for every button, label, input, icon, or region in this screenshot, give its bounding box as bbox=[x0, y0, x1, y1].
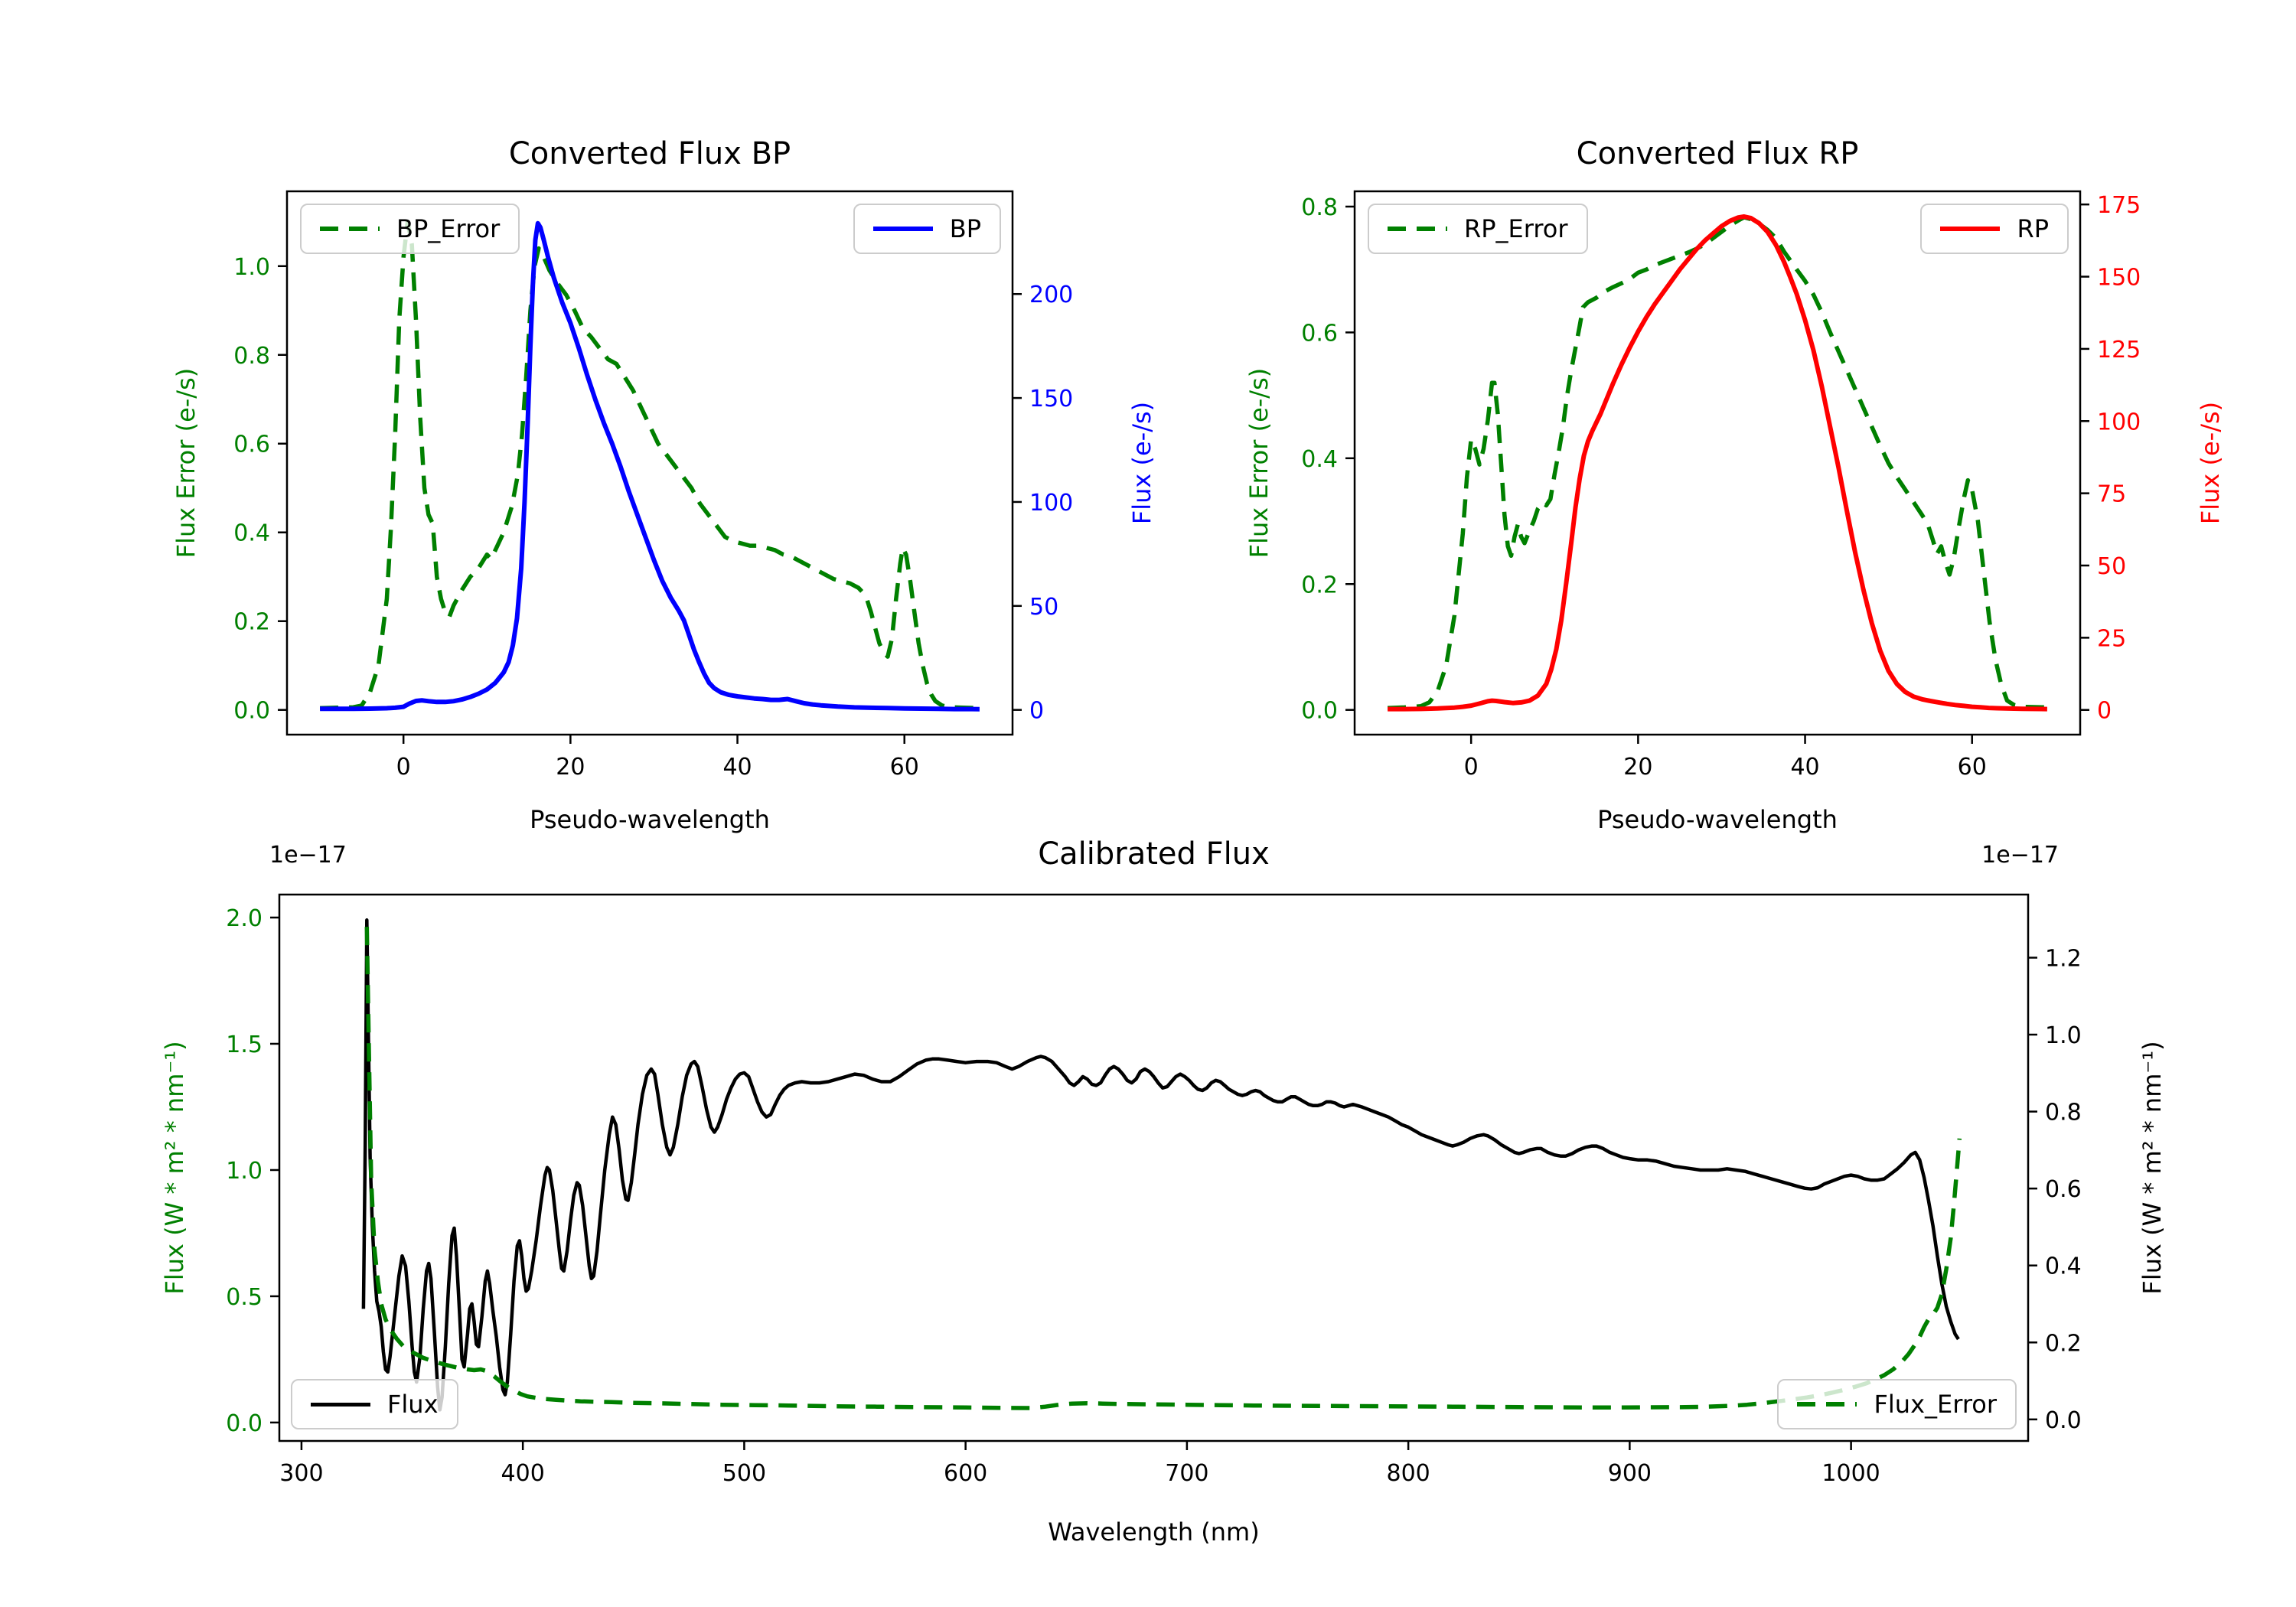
y-tick-label-left: 0.6 bbox=[1301, 320, 1338, 347]
y-tick-label-left: 0.4 bbox=[233, 520, 270, 547]
legend-flux-error: Flux_Error bbox=[1777, 1379, 2017, 1429]
x-tick-label: 60 bbox=[1958, 754, 1987, 781]
x-tick-label: 60 bbox=[890, 754, 919, 781]
legend-rp: RP bbox=[1920, 204, 2069, 254]
legend-bp: BP bbox=[853, 204, 1001, 254]
y-tick-label-right: 0.6 bbox=[2045, 1176, 2082, 1203]
y-tick-label-right: 200 bbox=[1029, 282, 1073, 308]
y-tick-label-left: 0.5 bbox=[226, 1284, 263, 1311]
offset-text-right: 1e−17 bbox=[1981, 842, 2059, 869]
y-tick-label-left: 0.0 bbox=[226, 1410, 263, 1437]
flux-error-legend-label: Flux_Error bbox=[1874, 1390, 1997, 1419]
x-tick-label: 900 bbox=[1608, 1460, 1652, 1487]
rp-legend-label: RP bbox=[2017, 214, 2049, 243]
x-tick-label: 0 bbox=[1464, 754, 1479, 781]
ylabel-rp-error-left: Flux Error (e-/s) bbox=[1244, 367, 1274, 559]
ylabel-bp-right: Flux (e-/s) bbox=[1127, 401, 1156, 525]
flux-error-curve bbox=[364, 927, 1962, 1410]
converted-flux-rp-plot: 0 20 40 60 0.0 0.2 0.4 0.6 0.8 0 25 50 75 100 125 150 17… bbox=[1301, 190, 2141, 781]
y-tick-label-right: 150 bbox=[1029, 386, 1073, 412]
y-tick-label-left: 0.2 bbox=[233, 609, 270, 636]
legend-rp-error: RP_Error bbox=[1368, 204, 1588, 254]
y-tick-label-left: 0.8 bbox=[1301, 194, 1338, 221]
y-tick-label-right: 100 bbox=[2097, 409, 2141, 435]
calibrated-flux-spines bbox=[278, 893, 2030, 1442]
bp-error-curve bbox=[320, 220, 980, 711]
ylabel-rp-right: Flux (e-/s) bbox=[2196, 401, 2225, 525]
y-tick-label-left: 2.0 bbox=[226, 905, 263, 932]
converted-flux-bp-spines bbox=[285, 190, 1014, 736]
y-tick-label-right: 100 bbox=[1029, 490, 1073, 517]
y-tick-label-left: 0.2 bbox=[1301, 572, 1338, 598]
y-tick-label-right: 150 bbox=[2097, 265, 2141, 292]
y-tick-label-right: 0 bbox=[1029, 698, 1044, 725]
y-tick-label-right: 75 bbox=[2097, 481, 2126, 508]
title-calibrated-flux: Calibrated Flux bbox=[1038, 836, 1270, 872]
bp-curve bbox=[320, 220, 980, 712]
y-tick-label-right: 25 bbox=[2097, 625, 2126, 652]
offset-text-left: 1e−17 bbox=[269, 842, 347, 869]
title-converted-flux-bp: Converted Flux BP bbox=[508, 136, 791, 171]
x-tick-label: 600 bbox=[944, 1460, 987, 1487]
rp-error-legend-label: RP_Error bbox=[1464, 214, 1568, 243]
x-tick-label: 20 bbox=[1623, 754, 1652, 781]
x-tick-label: 1000 bbox=[1821, 1460, 1880, 1487]
y-tick-label-left: 0.6 bbox=[233, 432, 270, 458]
y-tick-label-left: 1.0 bbox=[226, 1158, 263, 1185]
xlabel-bp: Pseudo-wavelength bbox=[530, 805, 770, 834]
y-tick-label-right: 0.2 bbox=[2045, 1330, 2082, 1357]
legend-flux: Flux bbox=[291, 1379, 458, 1429]
rp-error-curve bbox=[1387, 215, 2047, 710]
xlabel-rp: Pseudo-wavelength bbox=[1597, 805, 1838, 834]
y-tick-label-right: 125 bbox=[2097, 337, 2141, 363]
y-tick-label-left: 0.0 bbox=[233, 698, 270, 725]
y-tick-label-right: 0.8 bbox=[2045, 1100, 2082, 1126]
title-converted-flux-rp: Converted Flux RP bbox=[1576, 136, 1859, 171]
y-tick-label-left: 0.0 bbox=[1301, 698, 1338, 725]
rp-curve bbox=[1388, 214, 2047, 712]
y-tick-label-right: 175 bbox=[2097, 192, 2141, 219]
calibrated-flux-plot: 300 400 500 600 700 800 900 1000 0.0 0.5 1.0 1.5 2.0… bbox=[226, 893, 2082, 1487]
x-tick-label: 40 bbox=[1790, 754, 1819, 781]
rp-error-legend-line bbox=[1388, 227, 1447, 231]
flux-legend-line bbox=[311, 1402, 370, 1407]
x-tick-label: 0 bbox=[396, 754, 411, 781]
y-tick-label-right: 1.2 bbox=[2045, 945, 2082, 972]
converted-flux-bp-plot: 0 20 40 60 0.0 0.2 0.4 0.6 0.8 1.0 0 50 100 150 200 bbox=[233, 190, 1073, 781]
legend-bp-error: BP_Error bbox=[300, 204, 520, 254]
bp-error-legend-label: BP_Error bbox=[396, 214, 501, 243]
rp-legend-line bbox=[1940, 227, 2001, 231]
ylabel-flux-left: Flux (W * m² * nm⁻¹) bbox=[160, 1041, 189, 1295]
x-tick-label: 40 bbox=[722, 754, 752, 781]
bp-legend-label: BP bbox=[949, 214, 981, 243]
flux-error-legend-line bbox=[1797, 1402, 1857, 1407]
y-tick-label-right: 0.0 bbox=[2045, 1407, 2082, 1434]
x-tick-label: 20 bbox=[556, 754, 585, 781]
flux-legend-label: Flux bbox=[387, 1390, 439, 1419]
y-tick-label-right: 50 bbox=[1029, 594, 1058, 621]
x-tick-label: 700 bbox=[1165, 1460, 1208, 1487]
y-tick-label-right: 0.4 bbox=[2045, 1253, 2082, 1280]
y-tick-label-left: 0.4 bbox=[1301, 446, 1338, 473]
x-tick-label: 400 bbox=[501, 1460, 545, 1487]
bp-error-legend-line bbox=[320, 227, 380, 231]
ylabel-flux-right: Flux (W * m² * nm⁻¹) bbox=[2138, 1041, 2167, 1295]
y-tick-label-right: 50 bbox=[2097, 553, 2126, 580]
converted-flux-rp-spines bbox=[1353, 190, 2082, 736]
x-tick-label: 300 bbox=[279, 1460, 323, 1487]
flux-curve bbox=[361, 918, 1960, 1412]
y-tick-label-right: 1.0 bbox=[2045, 1022, 2082, 1049]
y-tick-label-left: 1.0 bbox=[233, 254, 270, 281]
x-tick-label: 800 bbox=[1386, 1460, 1430, 1487]
y-tick-label-left: 0.8 bbox=[233, 343, 270, 370]
y-tick-label-right: 0 bbox=[2097, 698, 2112, 725]
bp-legend-line bbox=[872, 227, 933, 231]
y-tick-label-left: 1.5 bbox=[226, 1032, 263, 1058]
xlabel-wavelength: Wavelength (nm) bbox=[1048, 1517, 1260, 1547]
x-tick-label: 500 bbox=[722, 1460, 766, 1487]
